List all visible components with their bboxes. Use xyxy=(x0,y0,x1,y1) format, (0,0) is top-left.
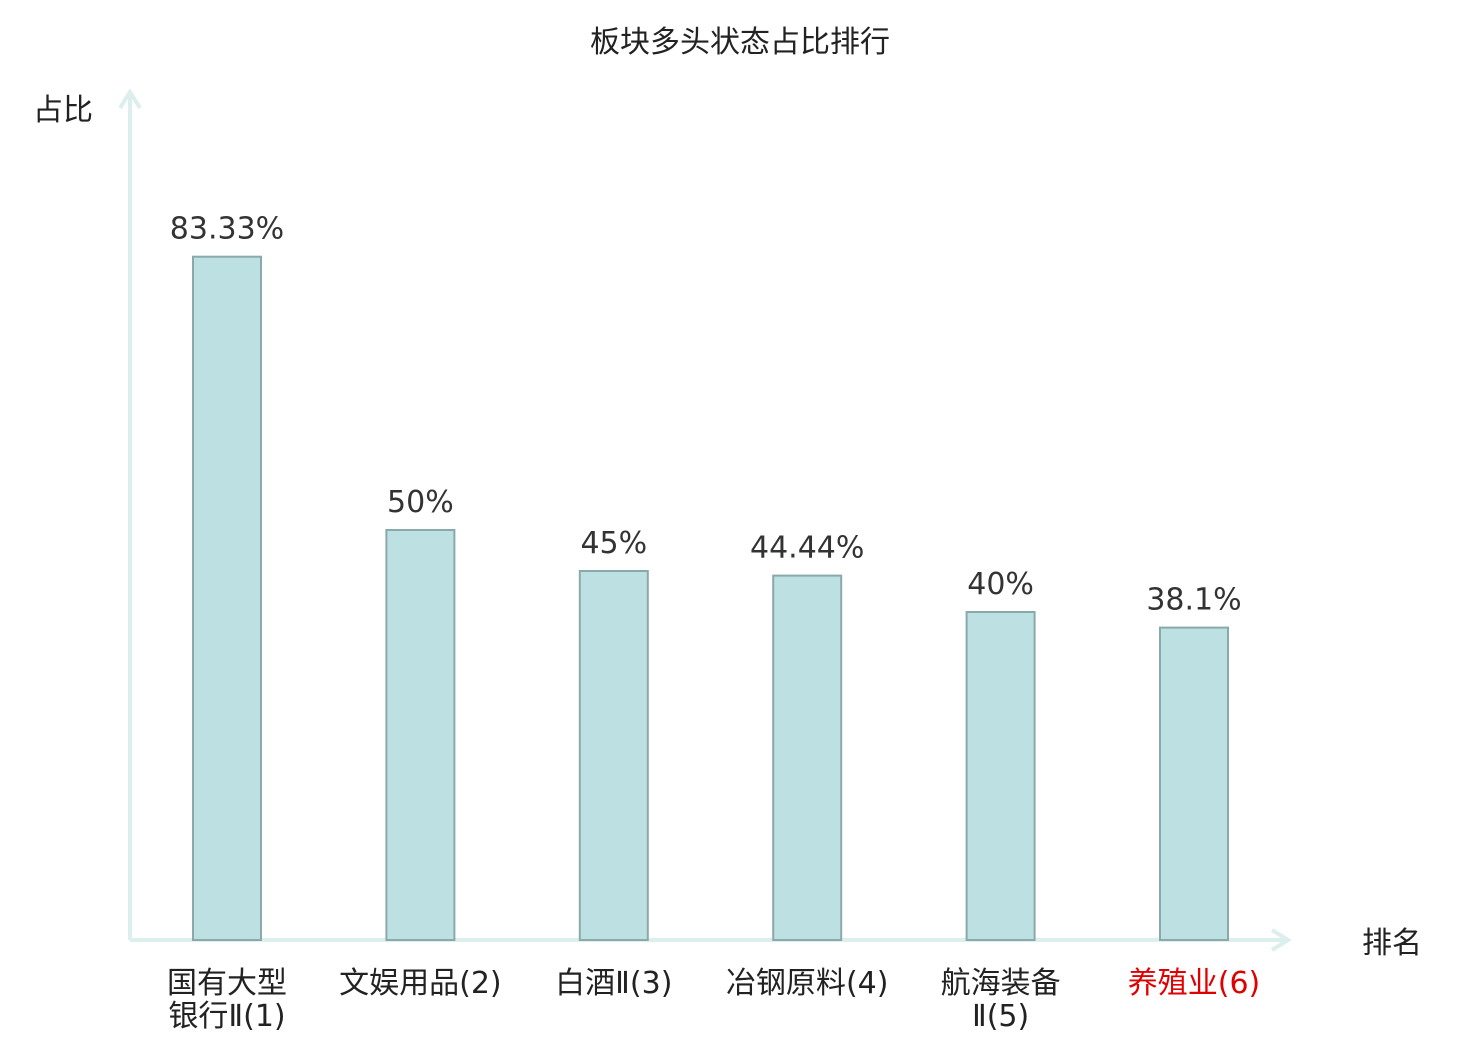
bar xyxy=(965,611,1036,941)
bar xyxy=(1159,626,1229,941)
chart-title: 板块多头状态占比排行 xyxy=(590,25,890,60)
x-tick-rank: (6) xyxy=(1218,966,1261,1001)
x-tick-label: 养殖业(6) xyxy=(1128,966,1261,1001)
bar xyxy=(192,255,262,941)
x-tick-label-line: 银行Ⅱ xyxy=(168,999,243,1034)
axes xyxy=(118,88,1292,952)
x-tick-label: 白酒Ⅱ(3) xyxy=(555,966,672,1001)
x-tick-label-line: 文娱用品 xyxy=(339,966,459,1001)
x-tick-rank: (1) xyxy=(243,999,286,1034)
x-tick-rank: (4) xyxy=(846,966,889,1001)
x-tick-label: 文娱用品(2) xyxy=(339,966,502,1001)
x-tick-label-line: 航海装备 xyxy=(941,966,1061,1001)
x-tick-label-line: 国有大型 xyxy=(167,966,287,1001)
y-axis-label: 占比 xyxy=(33,93,93,128)
value-labels-group: 83.33% 50% 45% 44.44% 40% 38.1% xyxy=(170,212,1242,618)
x-tick-label-line: 养殖业 xyxy=(1128,966,1218,1001)
bar xyxy=(385,529,456,941)
x-tick-label-line: 白酒Ⅱ xyxy=(555,966,630,1001)
bar-value-label: 40% xyxy=(967,567,1034,602)
x-tick-label-line: 冶钢原料 xyxy=(726,966,846,1001)
bar-value-label: 45% xyxy=(580,526,647,561)
y-axis-arrow xyxy=(118,88,142,110)
x-axis-arrow xyxy=(1270,928,1292,952)
bar-value-label: 38.1% xyxy=(1146,583,1241,618)
bar xyxy=(772,574,843,941)
x-tick-label: 国有大型银行Ⅱ(1) xyxy=(167,966,287,1034)
x-tick-label-line: Ⅱ xyxy=(972,999,987,1034)
bar-value-label: 44.44% xyxy=(750,531,864,566)
category-labels-group: 国有大型银行Ⅱ(1) 文娱用品(2) 白酒Ⅱ(3) 冶钢原料(4) 航海装备 Ⅱ(5) 养殖… xyxy=(167,966,1260,1034)
x-tick-label: 航海装备 Ⅱ(5) xyxy=(941,966,1061,1034)
x-tick-rank: (5) xyxy=(987,999,1030,1034)
x-axis-label: 排名 xyxy=(1362,926,1422,961)
bar-value-label: 50% xyxy=(387,485,454,520)
x-tick-label: 冶钢原料(4) xyxy=(726,966,889,1001)
bar xyxy=(578,570,649,941)
x-tick-rank: (2) xyxy=(459,966,502,1001)
bars-group xyxy=(192,255,1229,941)
bar-value-label: 83.33% xyxy=(170,212,284,247)
x-tick-rank: (3) xyxy=(630,966,673,1001)
